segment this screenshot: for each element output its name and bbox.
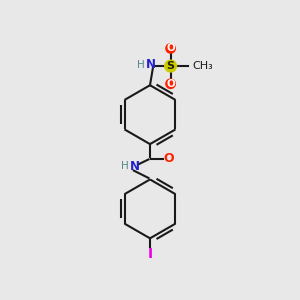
Text: CH₃: CH₃ <box>193 61 213 71</box>
Text: S: S <box>167 61 175 71</box>
Circle shape <box>166 79 175 88</box>
Circle shape <box>166 44 175 53</box>
Text: O: O <box>166 79 175 89</box>
Text: N: N <box>146 58 156 71</box>
Text: H: H <box>137 60 145 70</box>
Circle shape <box>165 60 176 72</box>
Text: O: O <box>164 152 175 165</box>
Text: H: H <box>121 161 129 171</box>
Text: I: I <box>147 247 153 261</box>
Text: O: O <box>166 44 175 53</box>
Text: N: N <box>130 160 140 173</box>
